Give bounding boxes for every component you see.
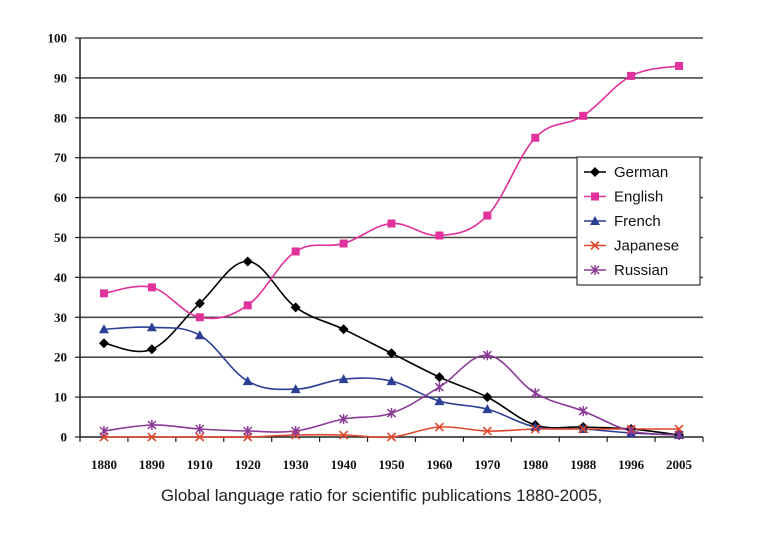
x-tick-label: 1970: [474, 457, 500, 472]
german-data-point: [194, 298, 205, 309]
english-data-point: [675, 61, 684, 70]
x-tick-label: 1930: [283, 457, 309, 472]
y-tick-label: 20: [54, 350, 67, 365]
english-data-point: [531, 133, 540, 142]
legend-marker-japanese: [590, 240, 600, 251]
french-data-point: [338, 374, 349, 384]
chart-caption: Global language ratio for scientific pub…: [160, 486, 603, 505]
russian-data-point: [99, 426, 109, 437]
english-data-point: [243, 301, 252, 310]
x-tick-label: 1980: [522, 457, 548, 472]
x-tick-label: 1950: [379, 457, 405, 472]
german-data-point: [98, 338, 109, 349]
y-tick-label: 0: [61, 430, 68, 445]
english-data-point: [195, 313, 204, 322]
english-data-point: [339, 239, 348, 248]
german-data-point: [386, 348, 397, 359]
x-tick-label: 1988: [570, 457, 597, 472]
german-data-point: [482, 392, 493, 403]
y-tick-label: 60: [54, 190, 67, 205]
series-markers: [98, 61, 685, 442]
x-tick-label: 1910: [187, 457, 213, 472]
russian-data-point: [386, 408, 397, 419]
english-data-point: [99, 289, 108, 298]
german-data-point: [290, 302, 301, 313]
french-data-point: [386, 376, 397, 386]
x-tick-label: 1940: [331, 457, 357, 472]
russian-data-point: [339, 414, 349, 425]
y-tick-label: 30: [54, 310, 67, 325]
y-tick-label: 100: [48, 31, 68, 46]
french-data-point: [482, 404, 493, 414]
legend: German English French Japanese Russian: [576, 156, 701, 286]
y-tick-label: 90: [54, 70, 67, 85]
english-data-point: [147, 283, 156, 292]
russian-data-point: [195, 424, 205, 435]
legend-marker-russian: [590, 265, 600, 275]
japanese-data-point: [386, 432, 397, 442]
y-tick-label: 50: [54, 230, 67, 245]
japanese-data-point: [530, 424, 540, 434]
german-data-point: [146, 344, 157, 355]
japanese-data-point: [578, 424, 588, 434]
french-data-point: [98, 324, 109, 334]
english-data-point: [483, 211, 492, 220]
x-tick-label: 1996: [618, 457, 645, 472]
russian-series-line: [103, 354, 680, 436]
french-data-point: [530, 422, 541, 432]
russian-data-point: [530, 388, 540, 399]
legend-label-russian: Russian: [614, 262, 668, 279]
russian-data-point: [578, 406, 588, 417]
x-tick-label: 1960: [426, 457, 452, 472]
x-axis-tick-labels: 1880 1890 1910 1920 1930 1940 1950 1960 1970 1980…: [91, 457, 693, 472]
english-data-point: [627, 71, 636, 80]
japanese-data-point: [195, 432, 205, 442]
french-data-point: [194, 330, 205, 340]
english-data-point: [579, 111, 588, 120]
japanese-data-point: [434, 422, 444, 432]
gridlines: [80, 37, 703, 398]
legend-label-japanese: Japanese: [614, 238, 679, 255]
japanese-data-point: [339, 430, 349, 440]
german-data-point: [338, 324, 349, 335]
german-data-point: [242, 256, 253, 267]
russian-data-point: [626, 426, 636, 437]
y-tick-label: 70: [54, 150, 67, 165]
english-data-point: [291, 247, 300, 256]
russian-data-point: [434, 382, 444, 393]
french-data-point: [434, 396, 445, 406]
y-tick-label: 40: [54, 270, 67, 285]
x-tick-label: 1880: [91, 457, 117, 472]
french-data-point: [146, 322, 157, 332]
german-data-point: [434, 372, 445, 383]
japanese-data-point: [147, 432, 157, 442]
russian-data-point: [147, 420, 157, 431]
y-tick-label: 80: [54, 110, 67, 125]
legend-marker-french: [590, 216, 600, 225]
russian-data-point: [674, 430, 684, 441]
legend-label-french: French: [614, 213, 661, 230]
legend-label-german: German: [614, 164, 668, 181]
x-tick-label: 1890: [139, 457, 165, 472]
english-data-point: [387, 219, 396, 228]
russian-data-point: [482, 350, 492, 361]
legend-marker-german: [590, 167, 600, 177]
french-data-point: [290, 384, 301, 394]
x-tick-label: 1920: [235, 457, 261, 472]
japanese-data-point: [482, 426, 492, 436]
y-axis-tick-labels: 0 10 20 30 40 50 60 70 80 90 100: [48, 31, 68, 445]
russian-data-point: [291, 426, 301, 437]
legend-marker-english: [591, 192, 599, 201]
legend-label-english: English: [614, 189, 663, 206]
french-data-point: [242, 376, 253, 386]
x-tick-label: 2005: [666, 457, 693, 472]
english-data-point: [435, 231, 444, 240]
y-tick-label: 10: [54, 390, 67, 405]
russian-data-point: [243, 426, 253, 437]
